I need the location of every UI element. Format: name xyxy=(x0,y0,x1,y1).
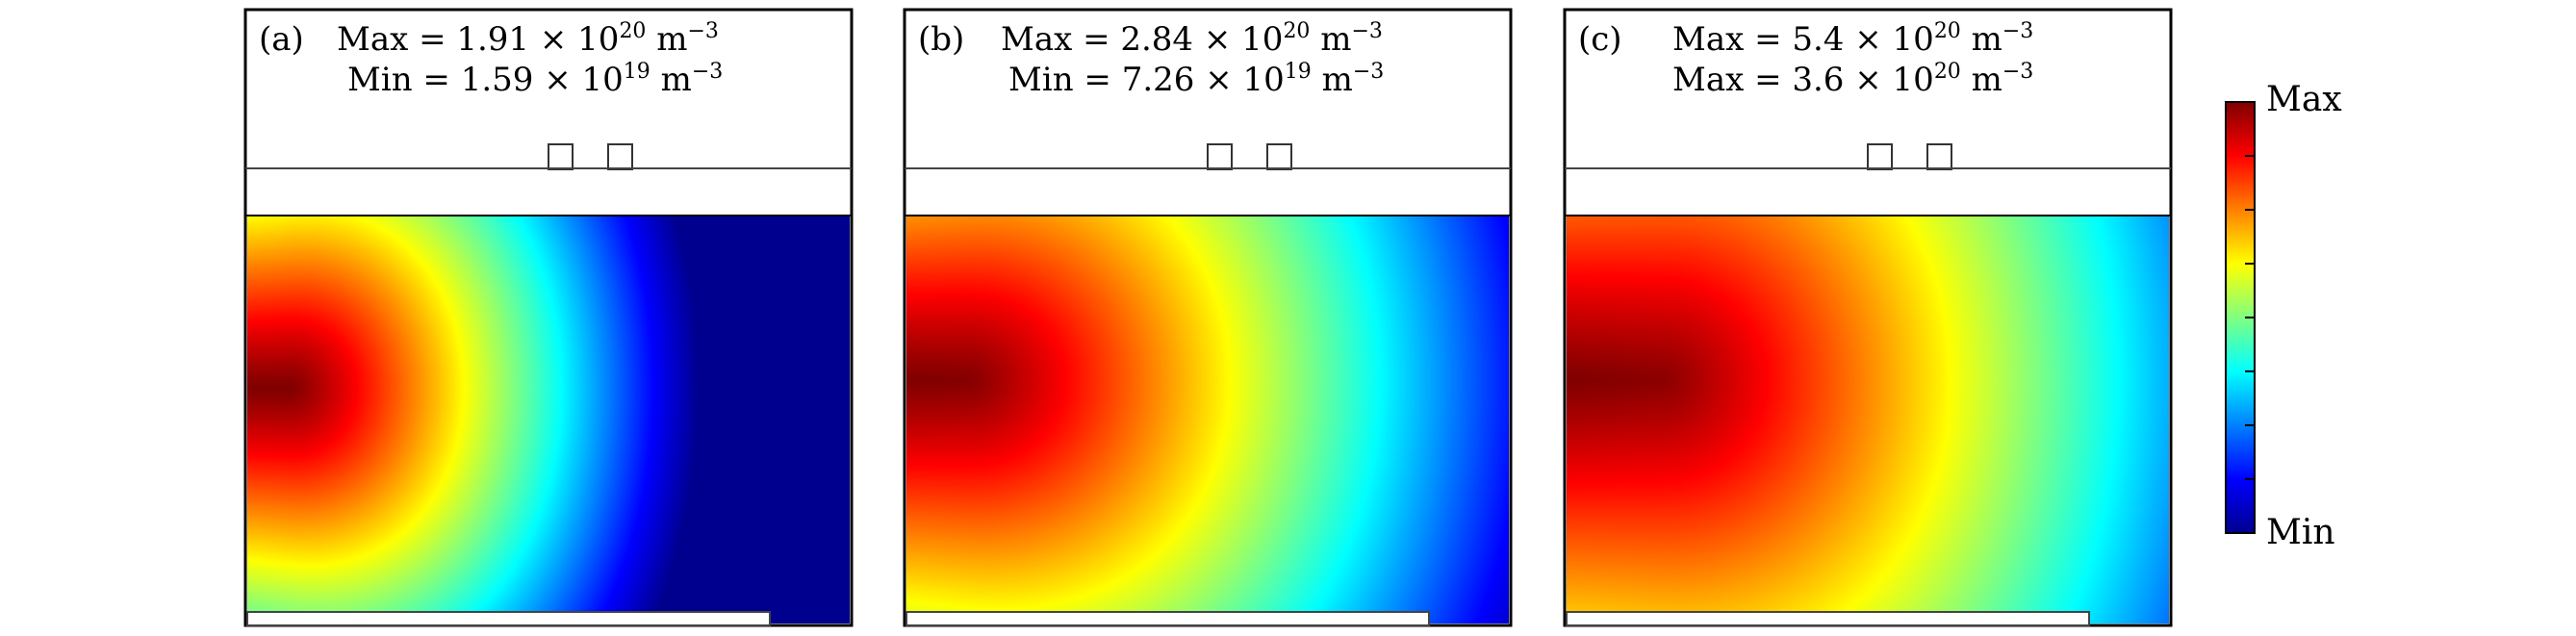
panel-a: (a) Max = 1.91 × 1020 m−3 Min = 1.59 × 1… xyxy=(243,8,854,627)
electrode-right xyxy=(607,143,633,170)
panel-c: (c) Max = 5.4 × 1020 m−3 Max = 3.6 × 102… xyxy=(1563,8,2173,627)
panel-label: (a) xyxy=(259,20,304,59)
electrode-right xyxy=(1266,143,1292,170)
electrode-right xyxy=(1926,143,1952,170)
bottom-contact xyxy=(246,611,771,626)
colorbar: Max Min xyxy=(2225,80,2342,552)
colorbar-ticks xyxy=(2245,155,2255,480)
second-value-text: Max = 3.6 × 1020 m−3 xyxy=(1672,60,2033,99)
panel-label: (b) xyxy=(918,20,964,59)
panel-label: (c) xyxy=(1578,20,1622,59)
panel-b: (b) Max = 2.84 × 1020 m−3 Min = 7.26 × 1… xyxy=(903,8,1513,627)
density-field-image xyxy=(1567,216,2169,623)
electrode-left xyxy=(548,143,574,170)
min-value-text: Min = 7.26 × 1019 m−3 xyxy=(1008,60,1384,99)
electrode-left xyxy=(1867,143,1893,170)
max-value-text: Max = 2.84 × 1020 m−3 xyxy=(1001,19,1383,59)
density-field-image xyxy=(906,216,1509,623)
min-value-text: Min = 1.59 × 1019 m−3 xyxy=(347,60,723,99)
colorbar-max-label: Max xyxy=(2266,80,2342,119)
colorbar-min-label: Min xyxy=(2266,513,2335,552)
bottom-contact xyxy=(905,611,1430,626)
electrode-left xyxy=(1207,143,1233,170)
max-value-text: Max = 5.4 × 1020 m−3 xyxy=(1672,19,2033,59)
density-field-image xyxy=(247,216,850,623)
bottom-contact xyxy=(1566,611,2090,626)
max-value-text: Max = 1.91 × 1020 m−3 xyxy=(337,19,719,59)
